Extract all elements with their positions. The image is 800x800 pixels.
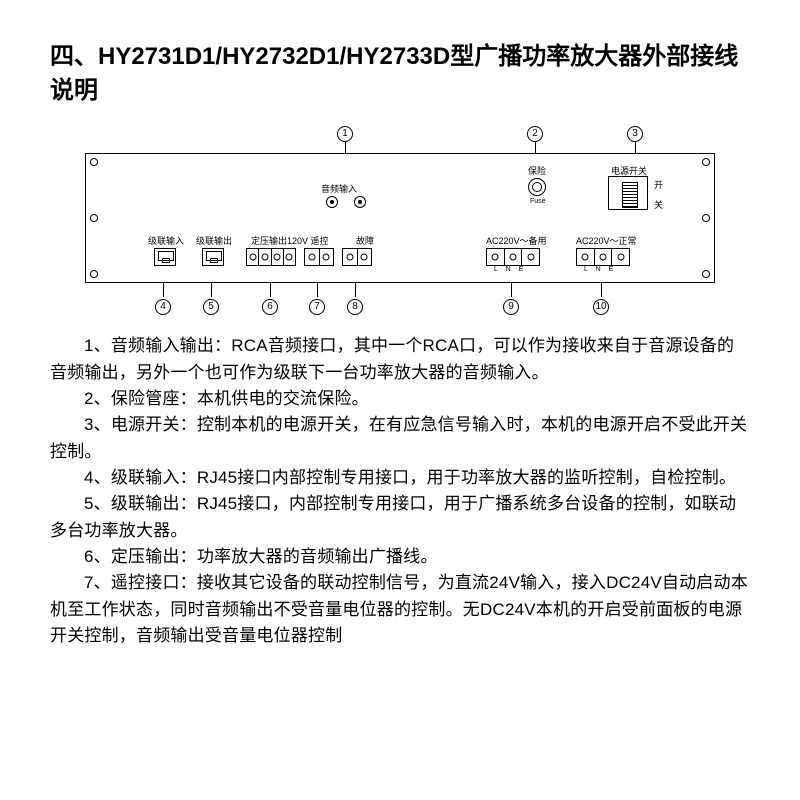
- label-off: 关: [654, 198, 663, 211]
- terminal-cv: [246, 248, 296, 266]
- para-1: 1、音频输入输出：RCA音频接口，其中一个RCA口，可以作为接收来自于音源设备的…: [50, 333, 750, 386]
- label-cascade-out: 级联输出: [196, 234, 232, 247]
- para-4: 4、级联输入：RJ45接口内部控制专用接口，用于功率放大器的监听控制，自检控制。: [50, 465, 750, 491]
- terminal-remote: [304, 248, 334, 266]
- label-on: 开: [654, 178, 663, 191]
- para-7: 7、遥控接口：接收其它设备的联动控制信号，为直流24V输入，接入DC24V自动启…: [50, 570, 750, 649]
- rj45-in: [154, 248, 176, 266]
- rca-jack-1: [326, 196, 338, 208]
- para-2: 2、保险管座：本机供电的交流保险。: [50, 386, 750, 412]
- fuse-holder: [528, 178, 546, 196]
- page-title: 四、HY2731D1/HY2732D1/HY2733D型广播功率放大器外部接线说…: [50, 40, 750, 107]
- rj45-out: [202, 248, 224, 266]
- callout-10: 10: [593, 299, 609, 315]
- para-3: 3、电源开关：控制本机的电源开关，在有应急信号输入时，本机的电源开启不受此开关控…: [50, 412, 750, 465]
- label-cascade-in: 级联输入: [148, 234, 184, 247]
- callout-6: 6: [262, 299, 278, 315]
- terminal-fault: [342, 248, 372, 266]
- callout-8: 8: [347, 299, 363, 315]
- callout-1: 1: [337, 126, 353, 142]
- callout-9: 9: [503, 299, 519, 315]
- callout-3: 3: [627, 126, 643, 142]
- para-6: 6、定压输出：功率放大器的音频输出广播线。: [50, 544, 750, 570]
- rca-jack-2: [354, 196, 366, 208]
- label-fault: 故障: [356, 234, 374, 247]
- rear-panel: 音频输入 保险 Fuse 电源开关 开 关 级联输入 级联输出 定压输出120V…: [85, 153, 715, 283]
- label-fuse: 保险: [528, 164, 546, 177]
- terminal-ac-normal: [576, 248, 630, 266]
- callout-2: 2: [527, 126, 543, 142]
- terminal-ac-backup: [486, 248, 540, 266]
- para-5: 5、级联输出：RJ45接口，内部控制专用接口，用于广播系统多台设备的控制，如联动…: [50, 491, 750, 544]
- label-ac-normal: AC220V～正常: [576, 234, 637, 247]
- label-cv-out: 定压输出120V 遥控: [251, 234, 329, 247]
- power-switch: [608, 176, 648, 210]
- callout-7: 7: [309, 299, 325, 315]
- description-text: 1、音频输入输出：RCA音频接口，其中一个RCA口，可以作为接收来自于音源设备的…: [50, 333, 750, 649]
- callout-4: 4: [155, 299, 171, 315]
- callout-5: 5: [203, 299, 219, 315]
- label-audio-in: 音频输入: [321, 182, 357, 195]
- wiring-diagram: 1 2 3 音频输入 保险 Fuse 电源开关 开 关 级联输入 级联输出 定压…: [55, 125, 745, 315]
- label-fuse-code: Fuse: [530, 198, 546, 205]
- label-ac-backup: AC220V～备用: [486, 234, 547, 247]
